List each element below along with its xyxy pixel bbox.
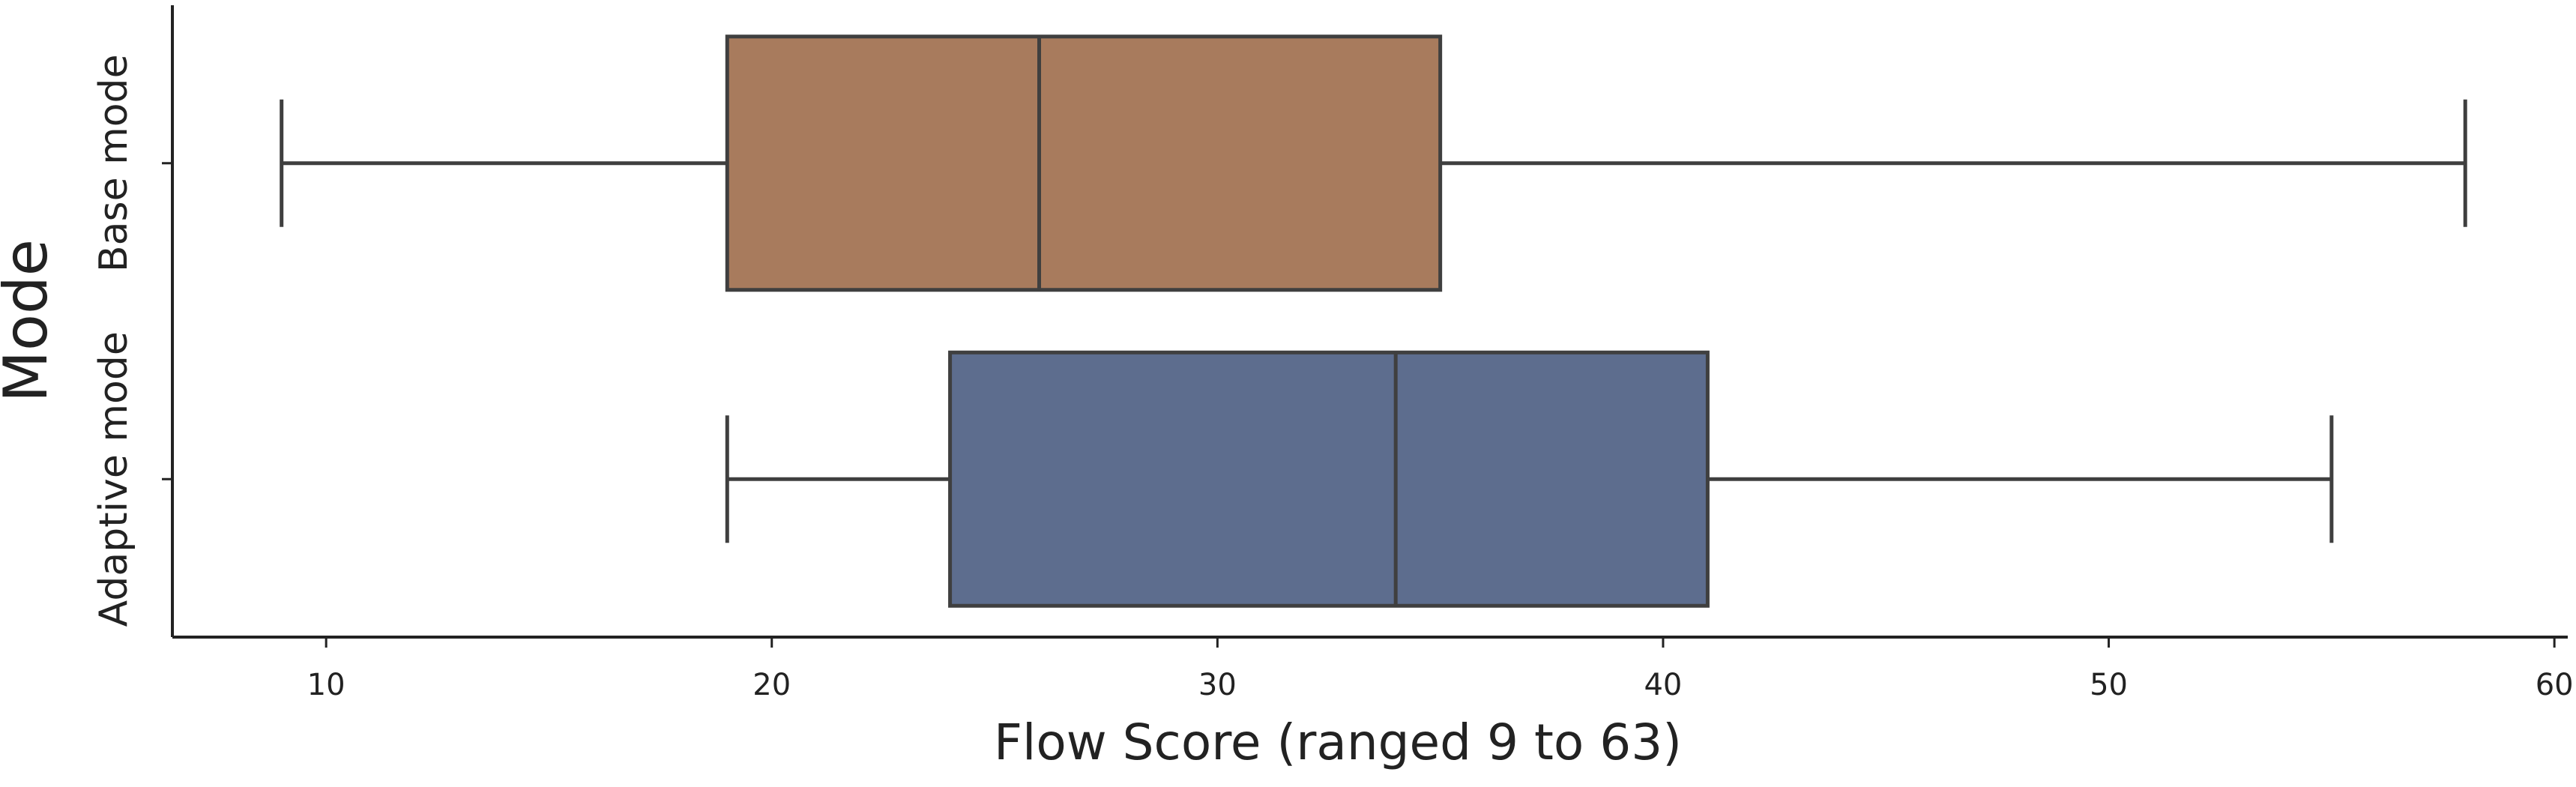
box — [725, 34, 1443, 292]
y-tick-label: Adaptive mode — [91, 331, 136, 627]
y-tick-label: Base mode — [91, 54, 136, 272]
x-tick-label: 40 — [1644, 668, 1682, 702]
x-axis-label: Flow Score (ranged 9 to 63) — [994, 714, 1682, 771]
box — [948, 350, 1710, 608]
x-tick-label: 60 — [2536, 668, 2574, 702]
x-tick-label: 10 — [307, 668, 346, 702]
x-tick-label: 20 — [752, 668, 791, 702]
x-tick-label: 50 — [2090, 668, 2128, 702]
y-axis-label: Mode — [0, 239, 61, 402]
x-tick-label: 30 — [1198, 668, 1237, 702]
